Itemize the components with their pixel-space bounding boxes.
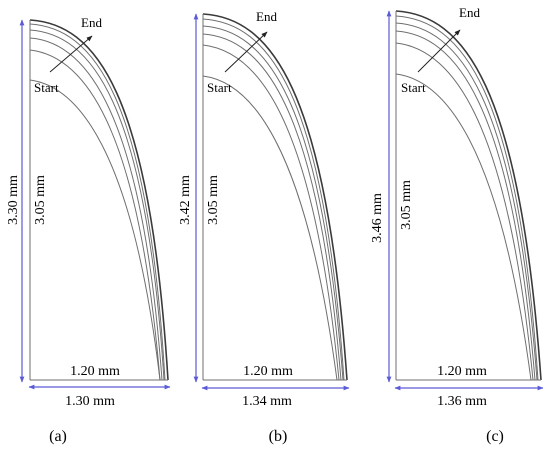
profile-3-c [395,22,538,381]
profile-5-b [202,44,340,381]
start-end-arrow-a [49,35,93,73]
inner-width-label-c: 1.20 mm [437,364,487,379]
inner-width-label-a: 1.20 mm [70,364,120,379]
profile-4-b [202,33,342,381]
outer-height-label-b: 3.42 mm [178,175,193,225]
start-label-a: Start [34,80,59,95]
panel-c: Start End 3.46 mm 3.05 mm 1.20 mm 1.36 m… [370,5,544,445]
inner-height-label-b: 3.05 mm [206,175,221,225]
profile-outer-b [202,13,348,381]
profile-inner-c [395,73,532,381]
profile-4-a [29,37,163,381]
inner-width-label-b: 1.20 mm [243,364,293,379]
profile-outer-a [29,19,169,381]
start-end-arrow-b [224,31,268,73]
inner-height-label-a: 3.05 mm [33,175,48,225]
end-label-b: End [256,9,277,24]
outer-width-label-b: 1.34 mm [242,394,292,409]
caption-b: (b) [269,428,288,445]
caption-c: (c) [486,428,504,445]
profile-4-c [395,30,536,381]
inner-height-label-c: 3.05 mm [399,180,414,230]
profile-3-b [202,25,344,381]
panel-a: Start End 3.30 mm 3.05 mm 1.20 mm 1.30 m… [6,15,171,445]
panel-b: Start End 3.42 mm 3.05 mm 1.20 mm 1.34 m… [178,9,350,445]
profile-contours-b [202,13,348,381]
profile-inner-a [29,79,161,381]
profile-5-c [395,42,534,381]
caption-a: (a) [49,428,67,445]
outer-height-label-a: 3.30 mm [6,175,21,225]
profile-3-a [29,29,165,381]
profile-inner-b [202,75,338,381]
start-label-b: Start [207,80,232,95]
profile-5-a [29,49,161,381]
profile-2-b [202,18,345,381]
profile-contours-c [395,10,542,381]
start-end-arrow-c [417,29,461,73]
outer-width-label-c: 1.36 mm [437,394,487,409]
end-label-c: End [459,5,480,20]
end-label-a: End [81,15,102,30]
profile-outer-c [395,10,542,381]
outer-height-label-c: 3.46 mm [370,193,385,243]
profile-2-a [29,23,166,381]
start-label-c: Start [401,80,426,95]
profile-contours-a [29,19,169,381]
profile-2-c [395,15,539,381]
outer-width-label-a: 1.30 mm [65,394,115,409]
